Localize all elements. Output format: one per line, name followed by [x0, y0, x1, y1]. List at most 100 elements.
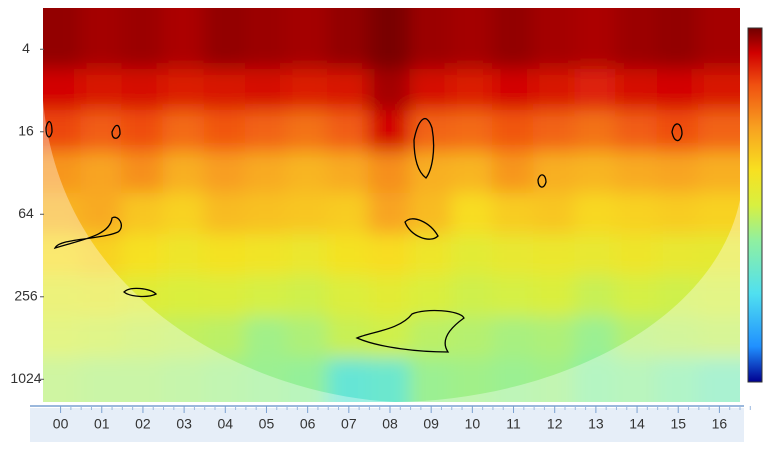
heatmap-cell: [697, 8, 740, 71]
heatmap-cell: [162, 151, 206, 195]
heatmap-cell: [121, 8, 165, 71]
heatmap-cell: [244, 192, 289, 236]
heatmap-cell: [574, 8, 618, 71]
x-tick-label: 09: [423, 416, 439, 432]
heatmap-cell: [80, 68, 124, 113]
heatmap-cell: [656, 275, 700, 319]
heatmap-cell: [491, 110, 536, 154]
heatmap-cell: [533, 192, 577, 236]
heatmap-cell: [409, 192, 453, 236]
heatmap-cell: [286, 151, 330, 195]
heatmap-cell: [43, 192, 83, 236]
heatmap-cell: [43, 316, 83, 360]
heatmap: [43, 8, 740, 402]
heatmap-cell: [327, 233, 371, 278]
heatmap-cell: [121, 316, 165, 360]
heatmap-cell: [368, 192, 412, 236]
x-tick-label: 10: [465, 416, 481, 432]
heatmap-cell: [656, 68, 700, 113]
heatmap-cell: [368, 316, 412, 360]
heatmap-cell: [203, 110, 247, 154]
heatmap-cell: [327, 110, 371, 154]
heatmap-cell: [286, 275, 330, 319]
heatmap-cell: [574, 275, 618, 319]
heatmap-cell: [450, 8, 494, 71]
heatmap-cell: [80, 110, 124, 154]
heatmap-cell: [162, 275, 206, 319]
heatmap-cell: [533, 110, 577, 154]
heatmap-cell: [244, 151, 289, 195]
heatmap-cell: [615, 192, 659, 236]
heatmap-cell: [615, 357, 659, 402]
heatmap-cell: [244, 357, 289, 402]
heatmap-cell: [574, 68, 618, 113]
heatmap-cell: [615, 68, 659, 113]
heatmap-cell: [615, 151, 659, 195]
heatmap-cell: [121, 110, 165, 154]
heatmap-cell: [80, 233, 124, 278]
heatmap-cell: [244, 316, 289, 360]
heatmap-cell: [286, 8, 330, 71]
heatmap-cell: [203, 151, 247, 195]
heatmap-cell: [244, 275, 289, 319]
heatmap-cell: [409, 8, 453, 71]
heatmap-cell: [533, 316, 577, 360]
heatmap-cell: [574, 192, 618, 236]
heatmap-cell: [368, 8, 412, 71]
heatmap-cell: [656, 8, 700, 71]
heatmap-cell: [162, 110, 206, 154]
heatmap-cell: [286, 357, 330, 402]
heatmap-cell: [491, 8, 536, 71]
x-tick-label: 11: [506, 416, 521, 432]
heatmap-cell: [533, 68, 577, 113]
heatmap-cell: [203, 68, 247, 113]
heatmap-cell: [43, 151, 83, 195]
heatmap-cell: [368, 68, 412, 113]
heatmap-cell: [43, 8, 83, 71]
heatmap-cell: [162, 316, 206, 360]
heatmap-cell: [327, 357, 371, 402]
x-tick-label: 00: [53, 416, 69, 432]
y-tick-label: 16: [18, 122, 34, 138]
x-tick-label: 12: [547, 416, 563, 432]
heatmap-cell: [533, 233, 577, 278]
colorbar: [747, 27, 763, 383]
heatmap-cell: [491, 316, 536, 360]
heatmap-cell: [615, 316, 659, 360]
heatmap-cell: [80, 316, 124, 360]
heatmap-cell: [368, 151, 412, 195]
heatmap-cell: [697, 151, 740, 195]
heatmap-cell: [491, 357, 536, 402]
x-tick-label: 04: [218, 416, 234, 432]
heatmap-cell: [574, 233, 618, 278]
heatmap-cell: [409, 151, 453, 195]
heatmap-cell: [409, 110, 453, 154]
heatmap-cell: [409, 68, 453, 113]
heatmap-cell: [368, 110, 412, 154]
y-tick-label: 64: [18, 205, 34, 221]
heatmap-cell: [450, 192, 494, 236]
y-tick-label: 1024: [10, 370, 41, 386]
heatmap-cell: [80, 192, 124, 236]
heatmap-cell: [327, 275, 371, 319]
heatmap-cell: [121, 192, 165, 236]
heatmap-cell: [697, 357, 740, 402]
heatmap-cell: [615, 110, 659, 154]
heatmap-cell: [491, 275, 536, 319]
heatmap-cell: [327, 8, 371, 71]
heatmap-cell: [697, 233, 740, 278]
heatmap-cell: [697, 68, 740, 113]
heatmap-cell: [203, 357, 247, 402]
heatmap-cell: [80, 8, 124, 71]
heatmap-cell: [203, 275, 247, 319]
x-tick-label: 13: [588, 416, 604, 432]
heatmap-cell: [43, 110, 83, 154]
x-axis-band: [30, 408, 744, 442]
heatmap-cell: [491, 192, 536, 236]
heatmap-cell: [80, 275, 124, 319]
heatmap-cell: [43, 357, 83, 402]
x-tick-label: 07: [341, 416, 357, 432]
heatmap-cell: [286, 68, 330, 113]
heatmap-cell: [615, 8, 659, 71]
heatmap-cell: [80, 357, 124, 402]
